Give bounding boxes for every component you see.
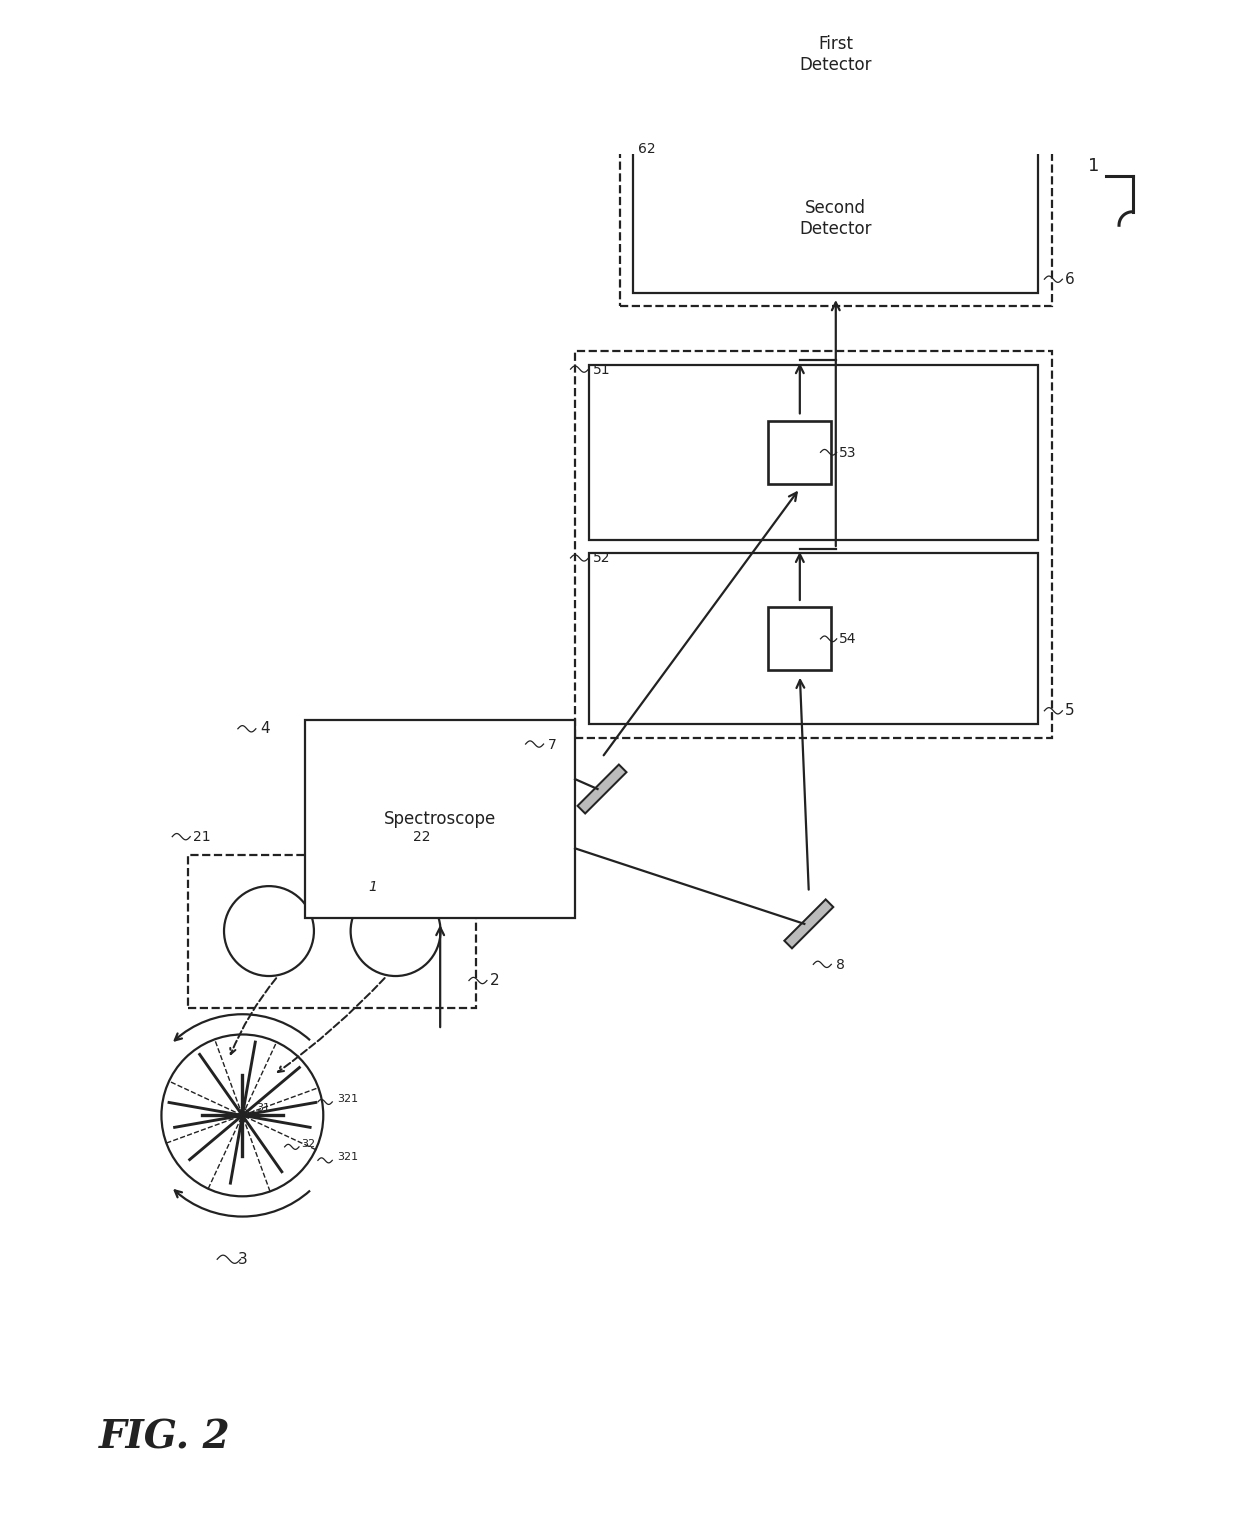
Text: 2: 2 [490,972,500,988]
Text: 54: 54 [838,633,856,647]
Bar [589,553,1038,725]
Polygon shape [578,764,626,813]
Text: 52: 52 [593,552,610,566]
Text: 32: 32 [301,1139,315,1148]
Bar [305,720,575,917]
Text: 53: 53 [838,446,856,460]
Text: 31: 31 [255,1102,270,1113]
Bar [188,855,476,1008]
Bar [589,364,1038,540]
Bar [769,420,831,483]
Text: Second
Detector: Second Detector [800,199,872,239]
Text: 1: 1 [368,879,377,893]
Bar [769,607,831,670]
Text: 22: 22 [413,830,430,844]
Text: Spectroscope: Spectroscope [384,810,496,827]
Text: 1: 1 [1087,157,1099,176]
Text: 8: 8 [836,957,844,972]
Bar [634,0,1038,131]
Text: 6: 6 [1065,272,1075,287]
Bar [634,144,1038,292]
Text: FIG. 2: FIG. 2 [98,1417,231,1456]
Text: 62: 62 [639,142,656,156]
Bar [575,352,1052,739]
Text: 21: 21 [193,830,211,844]
Text: 3: 3 [238,1252,248,1266]
Text: 4: 4 [260,722,270,737]
Text: 51: 51 [593,362,610,376]
Text: 7: 7 [548,737,557,752]
Text: 5: 5 [1065,703,1075,719]
Bar [620,0,1052,306]
Text: 321: 321 [337,1153,358,1162]
Text: 321: 321 [337,1093,358,1104]
Polygon shape [785,899,833,948]
Text: First
Detector: First Detector [800,35,872,73]
